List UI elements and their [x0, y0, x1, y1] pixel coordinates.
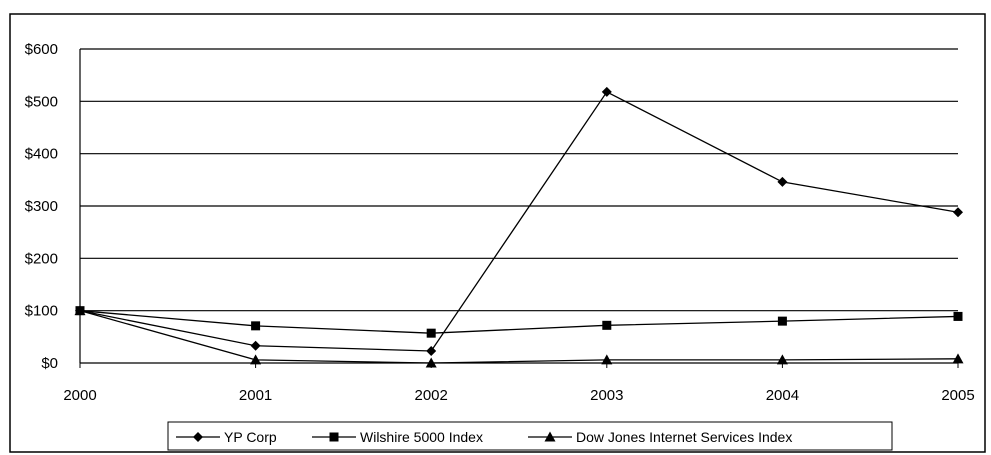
- y-tick-label: $200: [25, 250, 58, 267]
- legend-box: [167, 421, 893, 451]
- x-tick-label: 2001: [239, 387, 272, 404]
- legend-marker-1: [329, 432, 339, 442]
- data-point-2: [601, 354, 613, 365]
- x-axis: 2000 2001 2002 2003 2004 2005: [63, 363, 975, 404]
- series-line-2: [79, 310, 959, 364]
- legend-label-1: Wilshire 5000 Index: [360, 429, 483, 445]
- data-point-0: [777, 176, 788, 187]
- y-tick-label: $100: [25, 303, 58, 320]
- data-point-2: [425, 357, 437, 368]
- series-line-1: [79, 310, 959, 334]
- x-tick-label: 2003: [590, 387, 623, 404]
- data-point-0: [953, 207, 963, 218]
- series-line-0: [79, 91, 959, 352]
- data-point-0: [250, 340, 261, 351]
- y-tick-label: $500: [25, 93, 58, 110]
- y-tick-label: $300: [25, 198, 58, 215]
- y-tick-label: $400: [25, 146, 58, 163]
- legend: YP Corp Wilshire 5000 Index Dow Jones Inte…: [167, 421, 893, 451]
- x-tick-label: 2000: [63, 387, 96, 404]
- y-axis: $0 $100 $200 $300 $400 $500 $600: [25, 41, 81, 372]
- data-point-1: [953, 311, 963, 321]
- data-point-2: [250, 354, 262, 365]
- x-tick-label: 2005: [941, 387, 974, 404]
- data-point-1: [426, 328, 436, 338]
- x-tick-label: 2002: [415, 387, 448, 404]
- x-tick-label: 2004: [766, 387, 799, 404]
- data-point-1: [777, 316, 787, 326]
- chart-border: [9, 13, 986, 453]
- legend-label-2: Dow Jones Internet Services Index: [576, 429, 792, 445]
- data-point-0: [426, 345, 437, 356]
- legend-label-0: YP Corp: [224, 429, 277, 445]
- data-point-2: [74, 305, 86, 316]
- data-point-2: [776, 354, 788, 365]
- data-point-1: [251, 321, 261, 331]
- series-markers: [74, 86, 964, 368]
- data-point-1: [602, 320, 612, 330]
- data-point-2: [952, 353, 964, 364]
- data-point-0: [601, 86, 612, 97]
- y-tick-label: $600: [25, 41, 58, 58]
- y-tick-label: $0: [41, 355, 58, 372]
- series-lines: [79, 91, 959, 364]
- legend-marker-0: [193, 432, 203, 442]
- legend-marker-2: [544, 431, 556, 442]
- gridlines: [80, 48, 958, 364]
